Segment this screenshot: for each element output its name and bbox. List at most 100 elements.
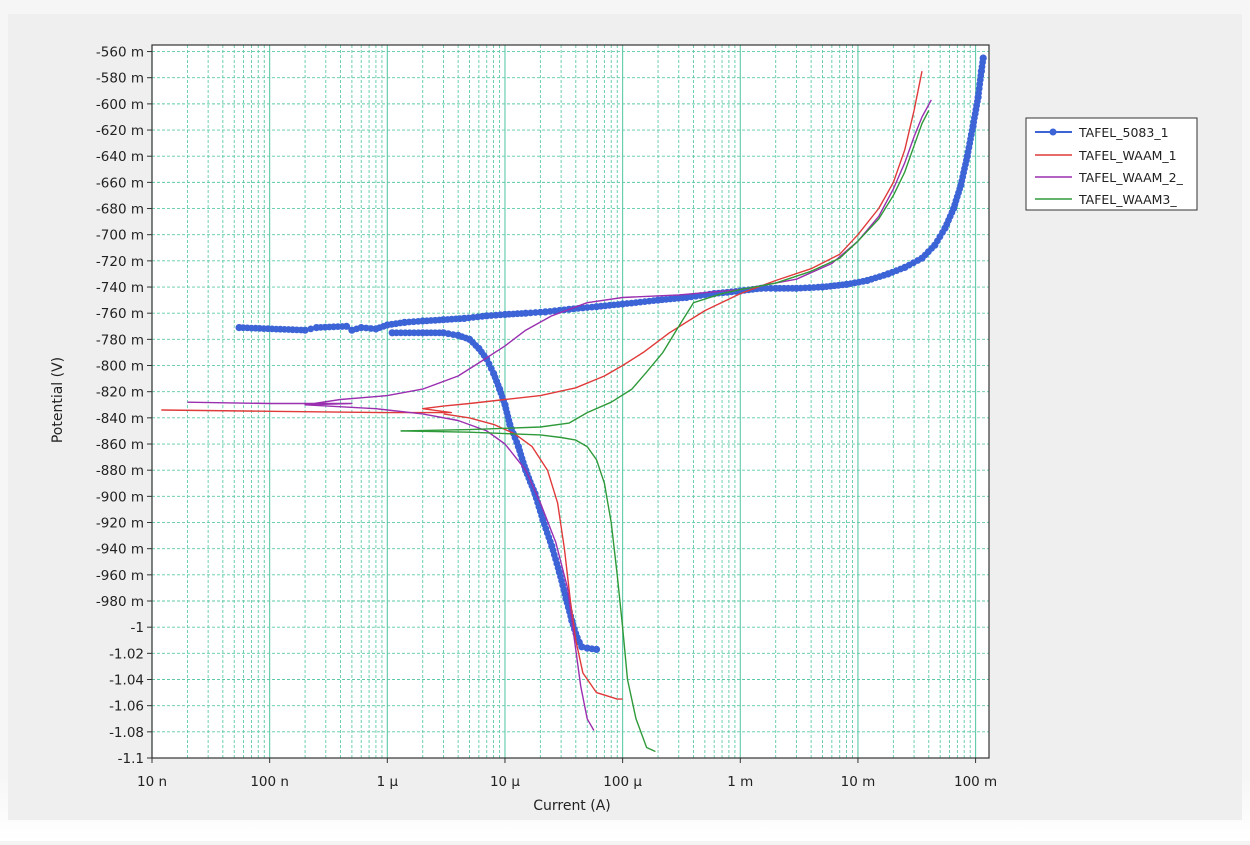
y-tick-label: -660 m xyxy=(96,175,144,191)
series-line-anodic xyxy=(187,99,932,406)
series-line-cathodic xyxy=(443,413,623,700)
legend-entry-tafel-5083-1: TAFEL_5083_1 xyxy=(1035,125,1169,140)
data-point xyxy=(554,564,562,572)
y-tick-label: -1 xyxy=(131,620,144,636)
y-tick-label: -680 m xyxy=(96,202,144,218)
data-point xyxy=(472,342,480,349)
y-tick-label: -940 m xyxy=(96,542,144,558)
data-point xyxy=(307,325,315,333)
data-point xyxy=(614,301,622,308)
data-point xyxy=(956,185,964,193)
data-point xyxy=(480,352,488,359)
y-axis-label: Potential (V) xyxy=(50,357,66,443)
legend-label: TAFEL_WAAM_1 xyxy=(1078,148,1177,163)
data-point xyxy=(588,303,596,311)
y-tick-label: -800 m xyxy=(96,359,144,375)
x-tick-label: 100 m xyxy=(954,774,997,790)
data-point xyxy=(513,438,521,446)
series-line-cathodic xyxy=(305,404,595,731)
legend-entry-tafel-waam-2: TAFEL_WAAM_2_ xyxy=(1035,170,1184,185)
series-line-cathodic xyxy=(400,430,656,753)
data-point xyxy=(576,638,583,646)
data-point xyxy=(561,590,569,598)
data-point xyxy=(435,329,443,337)
data-point xyxy=(546,538,554,546)
y-tick-label: -760 m xyxy=(96,306,144,322)
legend-label: TAFEL_5083_1 xyxy=(1078,125,1169,140)
y-tick-label: -860 m xyxy=(96,437,144,453)
y-tick-label: -720 m xyxy=(96,254,144,270)
x-tick-label: 10 μ xyxy=(490,774,520,790)
data-point xyxy=(449,331,457,338)
data-point xyxy=(814,283,822,291)
data-point xyxy=(414,318,422,325)
series-layer xyxy=(161,54,987,753)
legend: TAFEL_5083_1 TAFEL_WAAM_1 TAFEL_WAAM_2_ … xyxy=(1025,117,1198,211)
x-tick-label: 100 n xyxy=(250,774,289,790)
x-tick-label: 1 μ xyxy=(377,774,399,790)
data-point xyxy=(500,397,507,405)
y-tick-label: -840 m xyxy=(96,411,144,427)
y-axis-ticks: -560 m -580 m -600 m -620 m -640 m -660 m -680… xyxy=(96,45,152,767)
y-tick-label: -640 m xyxy=(96,149,144,165)
data-point xyxy=(487,365,495,372)
y-tick-label: -920 m xyxy=(96,516,144,532)
y-tick-label: -740 m xyxy=(96,280,144,296)
data-point xyxy=(839,281,846,289)
series-tafel-waam-1 xyxy=(161,71,923,700)
data-point xyxy=(979,59,986,66)
data-point xyxy=(456,315,464,323)
y-tick-label: -900 m xyxy=(96,489,144,505)
data-point xyxy=(762,284,770,292)
x-axis-label: Current (A) xyxy=(533,798,611,814)
data-point xyxy=(968,126,976,134)
y-tick-label: -580 m xyxy=(96,71,144,87)
y-tick-label: -980 m xyxy=(96,594,144,610)
series-line-anodic xyxy=(400,110,930,432)
data-point xyxy=(859,277,867,285)
data-point xyxy=(928,245,935,252)
data-point xyxy=(297,326,305,334)
y-tick-label: -700 m xyxy=(96,228,144,244)
y-tick-label: -1.08 xyxy=(109,725,144,741)
data-point xyxy=(478,312,486,320)
data-point xyxy=(767,284,775,292)
data-point xyxy=(338,323,346,330)
data-point xyxy=(415,329,422,337)
data-point xyxy=(679,294,686,302)
plot-border xyxy=(151,44,990,759)
data-point xyxy=(897,265,904,273)
y-tick-label: -600 m xyxy=(96,97,144,113)
series-tafel-5083-1 xyxy=(235,54,987,654)
legend-entry-tafel-waam3: TAFEL_WAAM3_ xyxy=(1035,192,1177,207)
data-point xyxy=(380,322,387,330)
data-point xyxy=(362,324,370,332)
data-point xyxy=(788,284,796,292)
data-point xyxy=(367,325,375,332)
legend-marker xyxy=(1049,128,1057,136)
y-tick-label: -1.06 xyxy=(109,699,144,715)
data-point xyxy=(948,209,956,216)
data-point xyxy=(588,645,596,653)
data-point xyxy=(494,381,502,389)
data-point xyxy=(462,334,470,342)
data-point xyxy=(963,156,970,164)
data-point xyxy=(939,229,946,236)
data-point xyxy=(974,98,981,105)
x-tick-label: 1 m xyxy=(727,774,753,790)
y-tick-label: -1.02 xyxy=(109,646,144,662)
data-point xyxy=(505,417,513,424)
data-point xyxy=(396,319,404,327)
y-tick-label: -780 m xyxy=(96,332,144,348)
y-tick-label: -560 m xyxy=(96,45,144,61)
x-axis-ticks: 10 n 100 n 1 μ 10 μ 100 μ 1 m 10 m 100 m xyxy=(137,758,997,790)
data-point xyxy=(435,316,443,324)
x-tick-label: 10 m xyxy=(841,774,876,790)
x-tick-label: 100 μ xyxy=(603,774,642,790)
y-tick-label: -1.1 xyxy=(118,751,144,767)
legend-entry-tafel-waam-1: TAFEL_WAAM_1 xyxy=(1035,148,1177,163)
y-tick-label: -880 m xyxy=(96,463,144,479)
data-point xyxy=(538,512,545,519)
